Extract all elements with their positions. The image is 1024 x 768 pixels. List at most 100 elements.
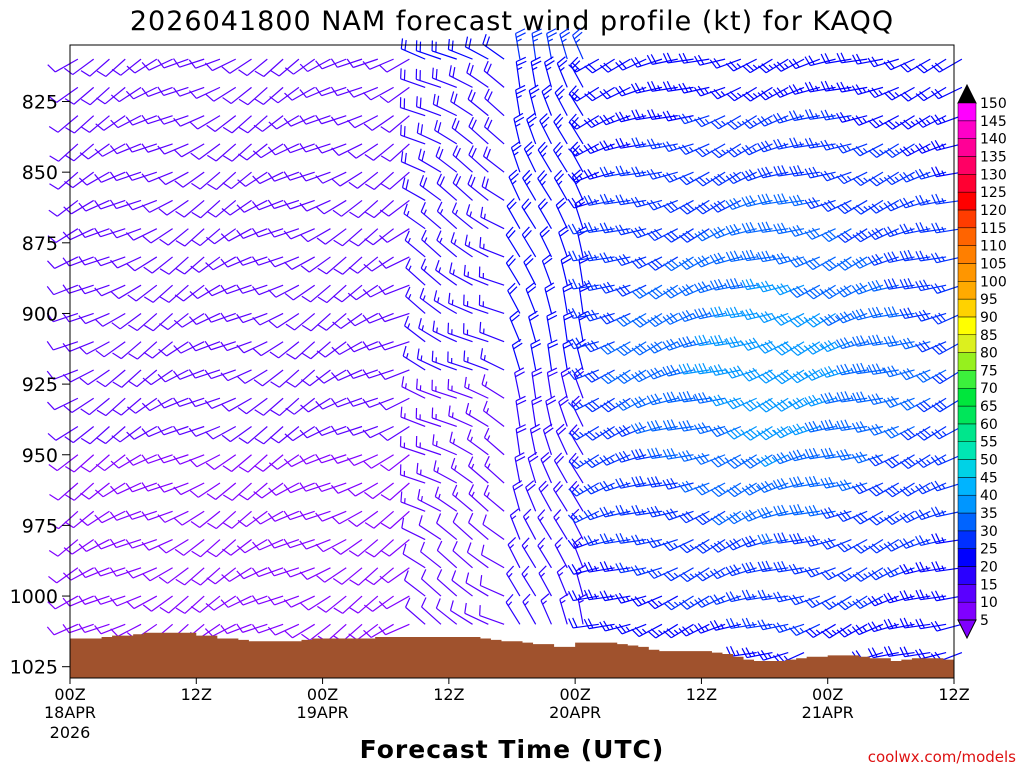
wind-barb-341 — [299, 199, 331, 212]
wind-barb-1000 — [789, 312, 821, 328]
colorbar-label-20: 20 — [980, 560, 998, 576]
wind-barb-136 — [143, 341, 173, 359]
wind-barb-374 — [315, 539, 347, 553]
wind-barb-493 — [418, 318, 442, 343]
colorbar-label-125: 125 — [980, 185, 1007, 201]
wind-barb-492 — [419, 287, 442, 314]
wind-barb-508 — [435, 146, 458, 173]
wind-barb-855 — [678, 480, 710, 493]
wind-barb-783 — [630, 226, 663, 239]
wind-barb-530 — [452, 173, 473, 201]
wind-barb-1057 — [836, 142, 868, 154]
wind-barb-106 — [125, 86, 158, 100]
wind-barb-518 — [432, 434, 457, 456]
wind-barb-166 — [159, 595, 189, 614]
wind-barb-903 — [725, 58, 757, 72]
wind-barb-767 — [615, 369, 647, 384]
wind-barb-337 — [299, 86, 331, 99]
wind-barb-912 — [725, 306, 757, 319]
wind-barb-1006 — [789, 476, 820, 488]
wind-barb-773 — [615, 532, 647, 544]
wind-barb-93 — [111, 312, 142, 330]
wind-barb-83 — [94, 623, 126, 635]
wind-barb-132 — [142, 228, 173, 244]
wind-barb-321 — [283, 228, 315, 240]
wind-barb-365 — [317, 284, 347, 304]
wind-barb-103 — [109, 595, 142, 607]
wind-barb-608 — [505, 594, 521, 625]
wind-barb-1072 — [836, 567, 868, 582]
wind-barb-638 — [541, 254, 553, 286]
wind-barb-385 — [333, 256, 363, 275]
wind-barb-124 — [126, 595, 158, 610]
wind-barb-966 — [757, 589, 789, 601]
wind-barb-814 — [646, 505, 678, 518]
wind-barb-31 — [62, 341, 94, 353]
colorbar-box-115 — [957, 209, 977, 229]
wind-barb-381 — [331, 143, 363, 156]
wind-barb-915 — [725, 397, 757, 410]
wind-barb-665 — [555, 423, 568, 456]
wind-barb-7 — [47, 256, 79, 269]
wind-barb-1041 — [821, 284, 852, 300]
wind-barb-1204 — [931, 590, 963, 602]
wind-barb-1146 — [899, 197, 931, 209]
wind-barb-876 — [694, 482, 726, 496]
wind-barb-265 — [238, 426, 268, 444]
wind-barb-978 — [773, 312, 805, 326]
wind-barb-25 — [64, 171, 95, 189]
wind-barb-1056 — [836, 112, 868, 123]
wind-barb-26 — [63, 199, 94, 215]
colorbar-label-50: 50 — [980, 453, 998, 469]
colorbar-box-45 — [957, 459, 977, 478]
wind-barb-649 — [538, 565, 552, 597]
x-tick-label-0: 00Z — [54, 685, 85, 704]
wind-barb-826 — [663, 256, 694, 272]
wind-barb-979 — [773, 341, 805, 356]
y-tick-label-1000: 1000 — [10, 586, 58, 608]
wind-barb-233 — [222, 115, 252, 134]
colorbar-box-50 — [957, 441, 977, 460]
wind-barb-456 — [380, 482, 410, 501]
wind-barb-382 — [331, 171, 363, 187]
wind-barb-1066 — [836, 391, 868, 403]
wind-barb-1141 — [899, 58, 931, 73]
wind-barb-756 — [615, 58, 647, 71]
wind-barb-236 — [221, 199, 252, 216]
wind-barb-50 — [78, 284, 110, 295]
wind-barb-1078 — [852, 143, 884, 157]
wind-barb-268 — [237, 510, 268, 528]
wind-barb-440 — [363, 623, 394, 638]
wind-barb-406 — [348, 256, 379, 274]
wind-barb-1151 — [899, 337, 931, 350]
wind-barb-863 — [694, 115, 726, 128]
wind-barb-390 — [330, 397, 363, 408]
wind-barb-627 — [521, 537, 537, 569]
wind-barb-946 — [741, 647, 773, 659]
wind-barb-502 — [420, 569, 442, 597]
wind-barb-1117 — [867, 621, 899, 633]
wind-barb-48 — [78, 228, 110, 239]
wind-barb-187 — [175, 595, 205, 614]
wind-barb-155 — [159, 284, 189, 303]
wind-barb-300 — [267, 228, 300, 238]
wind-barb-947 — [757, 58, 789, 74]
wind-barb-719 — [583, 195, 615, 206]
wind-barb-694 — [568, 86, 600, 102]
wind-barb-871 — [694, 334, 726, 347]
wind-barb-173 — [175, 199, 205, 218]
wind-barb-293 — [251, 623, 284, 634]
wind-barb-74 — [96, 369, 126, 388]
wind-barb-455 — [380, 454, 410, 472]
wind-barb-562 — [468, 484, 489, 512]
wind-barb-902 — [709, 619, 742, 631]
wind-barb-801 — [646, 138, 678, 150]
wind-barb-420 — [362, 58, 394, 70]
wind-barb-458 — [380, 539, 410, 557]
wind-barb-376 — [317, 595, 347, 613]
wind-barb-944 — [741, 589, 773, 601]
wind-barb-1004 — [788, 423, 821, 436]
wind-barb-625 — [525, 480, 537, 512]
wind-barb-630 — [546, 28, 557, 60]
wind-barb-720 — [583, 222, 615, 234]
